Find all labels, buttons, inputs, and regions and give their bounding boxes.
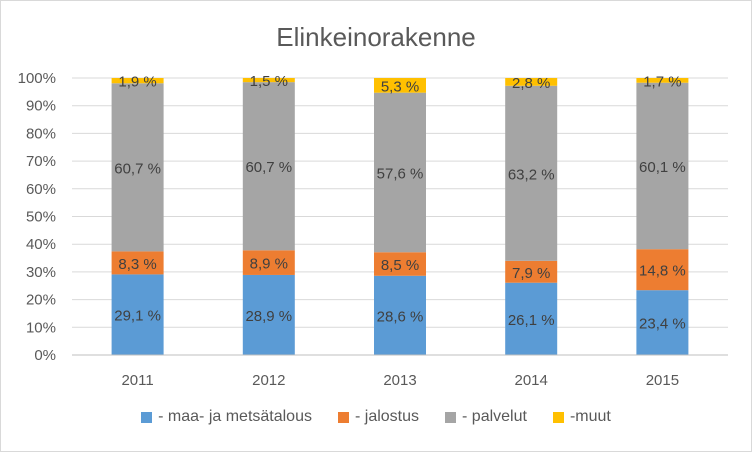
legend-swatch — [337, 411, 349, 423]
legend-swatch — [445, 411, 457, 423]
bar-segment — [242, 78, 295, 83]
y-tick-label: 100% — [18, 70, 56, 87]
x-tick-label: 2015 — [646, 372, 679, 389]
x-tick-label: 2012 — [252, 372, 285, 389]
legend-swatch — [552, 411, 564, 423]
axes: 0% 10% 20% 30% 40% 50% 60% 70% 80% 90% 100% 2011 201… — [18, 70, 728, 389]
bar-segment — [111, 251, 164, 275]
bar-segment — [636, 249, 689, 291]
bar-segment — [505, 282, 558, 355]
bar-segment — [374, 92, 426, 253]
data-label: 28,6 % — [377, 308, 424, 325]
x-tick-label: 2013 — [383, 372, 416, 389]
data-label: 1,9 % — [118, 74, 156, 91]
data-label: 7,9 % — [512, 265, 550, 282]
data-label: 14,8 % — [639, 263, 686, 280]
y-tick-label: 60% — [26, 181, 56, 198]
data-label: 8,3 % — [118, 256, 156, 273]
legend-swatch — [141, 411, 153, 423]
data-label: 29,1 % — [114, 308, 161, 325]
bars — [111, 78, 689, 355]
data-label: 63,2 % — [508, 166, 555, 183]
bar-segment — [111, 274, 164, 355]
legend-label: - palvelut — [462, 408, 527, 425]
data-label: 1,7 % — [643, 73, 681, 90]
legend-item: - maa- ja metsätalous — [141, 408, 312, 426]
bar-segment — [111, 78, 164, 84]
data-label: 2,8 % — [512, 75, 550, 92]
y-tick-label: 0% — [34, 347, 56, 364]
data-label: 57,6 % — [377, 165, 424, 182]
chart-title: Elinkeinorakenne — [276, 22, 476, 52]
data-label: 60,1 % — [639, 159, 686, 176]
data-label: 8,9 % — [250, 256, 288, 273]
legend-item: - jalostus — [337, 408, 420, 426]
y-tick-label: 90% — [26, 98, 56, 115]
data-label: 5,3 % — [381, 78, 419, 95]
bar-segment — [242, 274, 295, 355]
data-label: 60,7 % — [114, 160, 161, 177]
bar-segment — [374, 78, 426, 93]
data-labels: 29,1 % 8,3 % 60,7 % 1,9 % 28,9 % 8,9 % 60,7 % 1… — [114, 73, 686, 333]
y-tick-label: 30% — [26, 264, 56, 281]
x-tick-label: 2014 — [515, 372, 548, 389]
bar-segment — [636, 290, 689, 355]
y-tick-label: 80% — [26, 125, 56, 142]
bar-segment — [242, 250, 295, 275]
data-label: 60,7 % — [245, 159, 292, 176]
bar-segment — [242, 82, 295, 251]
y-tick-label: 40% — [26, 236, 56, 253]
y-tick-label: 20% — [26, 292, 56, 309]
bar-segment — [636, 82, 689, 250]
data-label: 8,5 % — [381, 257, 419, 274]
data-label: 23,4 % — [639, 316, 686, 333]
legend: - maa- ja metsätalous - jalostus - palvelu… — [0, 408, 752, 426]
y-tick-label: 70% — [26, 153, 56, 170]
bar-segment — [505, 260, 558, 283]
legend-item: - palvelut — [445, 408, 527, 426]
data-label: 1,5 % — [250, 73, 288, 90]
data-label: 28,9 % — [245, 308, 292, 325]
bar-segment — [505, 78, 558, 86]
bar-segment — [374, 252, 426, 276]
bar-segment — [374, 275, 426, 355]
legend-label: - jalostus — [354, 408, 420, 425]
legend-item: -muut — [552, 408, 611, 426]
bar-segment — [111, 83, 164, 252]
data-label: 26,1 % — [508, 312, 555, 329]
x-tick-label: 2011 — [121, 372, 153, 389]
bar-segment — [636, 78, 689, 83]
legend-label: - maa- ja metsätalous — [158, 408, 312, 425]
bar-segment — [505, 85, 558, 261]
y-tick-label: 50% — [26, 209, 56, 226]
legend-label: -muut — [569, 408, 611, 425]
y-tick-label: 10% — [26, 319, 56, 336]
